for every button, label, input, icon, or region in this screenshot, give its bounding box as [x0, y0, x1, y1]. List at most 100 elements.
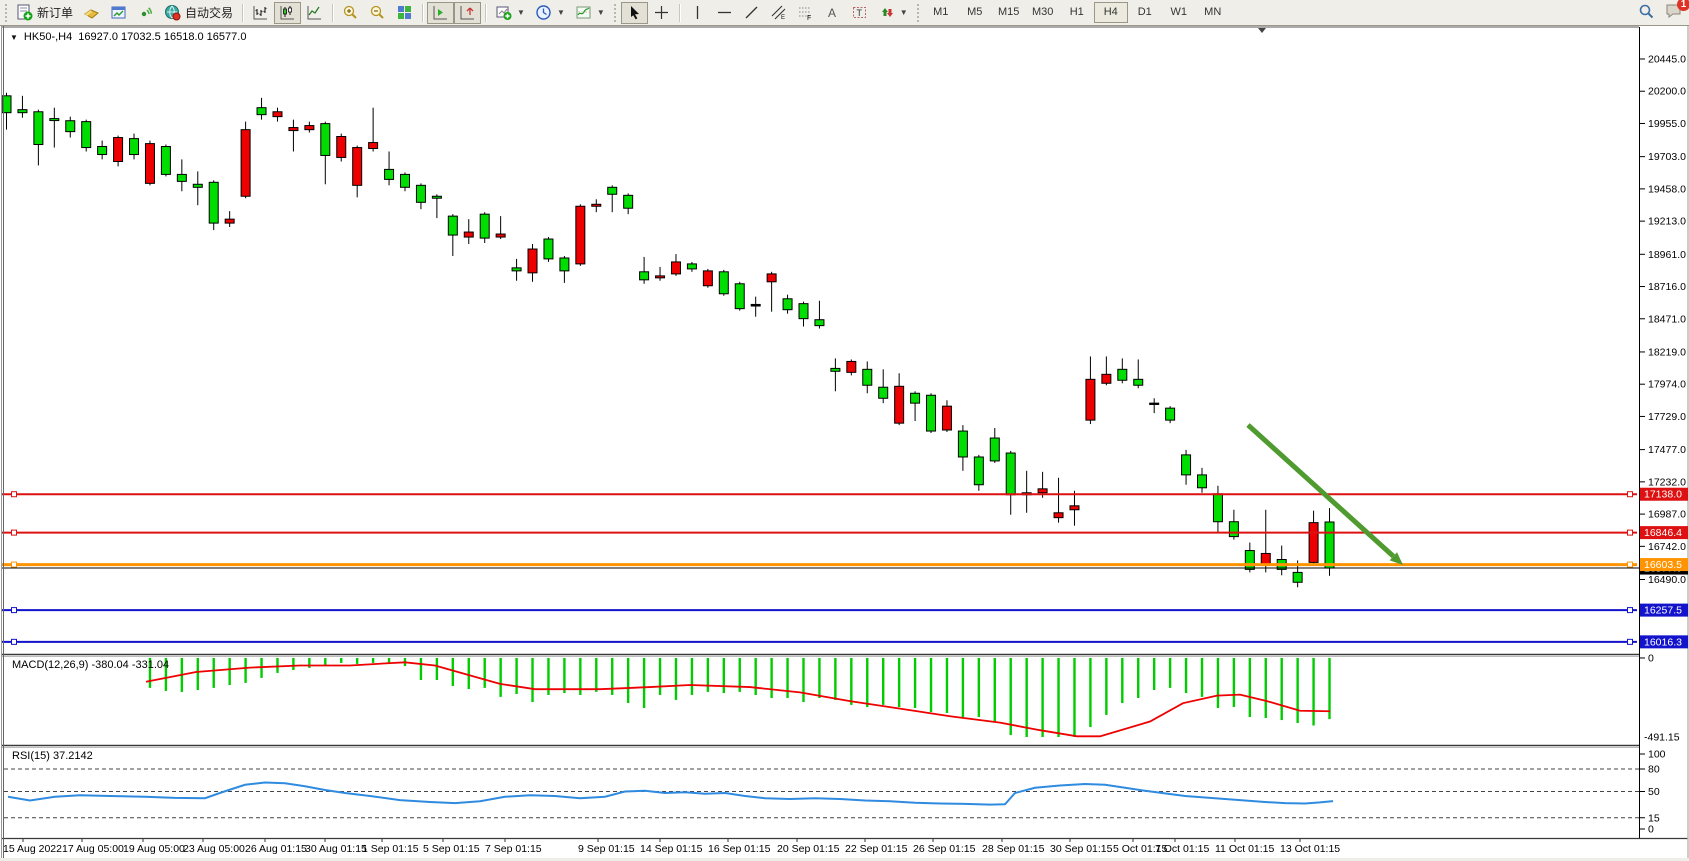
- candle-body: [878, 386, 889, 399]
- timeframe-group: M1 M5 M15 M30 H1 H4 D1 W1 MN: [924, 2, 1230, 23]
- crosshair-tool-button[interactable]: [648, 2, 675, 24]
- timeframe-D1[interactable]: D1: [1137, 6, 1152, 18]
- tile-windows-icon: [398, 6, 412, 19]
- trendline-tool[interactable]: [738, 2, 765, 24]
- candlestick-chart-button[interactable]: [274, 1, 302, 24]
- price-tick-label: 16742.0: [1648, 541, 1686, 553]
- horizontal-line-tool[interactable]: [711, 2, 738, 24]
- candle-body: [256, 107, 267, 116]
- chart-shift-button[interactable]: [427, 1, 455, 24]
- charts-window-button[interactable]: [105, 2, 132, 24]
- candle-body: [766, 273, 777, 283]
- svg-text:T: T: [856, 8, 862, 18]
- search-icon[interactable]: [1638, 3, 1655, 20]
- price-tick-label: 19458.0: [1648, 183, 1686, 195]
- zoom-in-button[interactable]: [337, 2, 364, 24]
- symbol-period-label: HK50-,H4: [23, 31, 73, 43]
- hline-handle[interactable]: [11, 638, 17, 645]
- periods-button[interactable]: ▼: [530, 2, 570, 24]
- candle-body: [176, 173, 187, 182]
- timeframe-M30[interactable]: M30: [1032, 6, 1054, 18]
- notifications-button[interactable]: 1: [1665, 0, 1689, 20]
- line-chart-icon: [307, 6, 322, 20]
- candle-body: [1037, 488, 1048, 494]
- signal-button[interactable]: [132, 2, 159, 24]
- candle-body: [431, 195, 442, 199]
- text-icon: A: [828, 6, 836, 20]
- hline-handle[interactable]: [11, 491, 17, 498]
- new-chart-button[interactable]: ▼: [490, 2, 530, 24]
- timeframe-M15[interactable]: M15: [998, 6, 1020, 18]
- toolbar-right: 1: [1638, 0, 1689, 20]
- indicators-button[interactable]: ▼: [570, 2, 610, 24]
- bar-chart-button[interactable]: [247, 2, 274, 24]
- rsi-level-label: 15: [1648, 812, 1660, 824]
- trend-arrow-head[interactable]: [1389, 552, 1403, 565]
- hline-handle[interactable]: [11, 529, 17, 536]
- hline-handle[interactable]: [1627, 491, 1633, 498]
- candle-body: [607, 186, 618, 195]
- toolbar-grip[interactable]: [612, 3, 618, 22]
- toolbar-grip[interactable]: [3, 3, 8, 22]
- hline-handle[interactable]: [11, 607, 17, 614]
- rsi-indicator-label: RSI(15) 37.2142: [12, 750, 93, 762]
- hline-handle[interactable]: [1627, 638, 1633, 645]
- candle-body: [17, 109, 28, 114]
- cursor-tool-button[interactable]: [620, 1, 648, 24]
- time-axis-label: 15 Aug 2022: [3, 843, 62, 855]
- candle-body: [1181, 454, 1192, 476]
- market-watch-button[interactable]: [78, 2, 105, 24]
- timeframe-M1[interactable]: M1: [933, 6, 949, 18]
- time-axis-label: 5 Oct 01:15: [1113, 843, 1167, 855]
- equidistant-channel-tool[interactable]: E: [765, 2, 792, 24]
- candle-body: [160, 146, 171, 175]
- auto-trading-button[interactable]: 自动交易: [159, 2, 238, 24]
- candle-body: [543, 238, 554, 260]
- candle-body: [989, 437, 1000, 462]
- chart-title-collapse-icon[interactable]: ▼: [10, 32, 18, 42]
- fibonacci-tool[interactable]: F: [792, 2, 819, 24]
- timeframe-W1[interactable]: W1: [1170, 6, 1187, 18]
- candle-body: [894, 385, 905, 424]
- cursor-icon: [630, 6, 639, 20]
- arrows-tool[interactable]: ▼: [873, 2, 913, 24]
- hline-handle[interactable]: [1627, 561, 1633, 568]
- indicators-icon: [576, 6, 591, 19]
- text-tool[interactable]: A: [819, 2, 846, 24]
- main-toolbar: 新订单 自动交易: [0, 0, 1689, 26]
- tile-windows-button[interactable]: [391, 2, 418, 24]
- hline-handle[interactable]: [11, 561, 17, 568]
- chart-canvas[interactable]: 20445.0 20200.0 19955.0 19703.0 19458.0 19213…: [0, 26, 1689, 861]
- timeframe-H1[interactable]: H1: [1069, 6, 1084, 18]
- candle-body: [1308, 522, 1319, 563]
- hline-handle[interactable]: [1627, 607, 1633, 614]
- trend-arrow[interactable]: [1246, 423, 1396, 559]
- hline-handle[interactable]: [1627, 529, 1633, 536]
- candle-body: [1069, 505, 1080, 511]
- toolbar-grip[interactable]: [915, 3, 921, 22]
- price-badge: [1640, 558, 1688, 572]
- auto-scroll-button[interactable]: [454, 1, 482, 24]
- time-axis-label: 23 Aug 05:00: [183, 843, 245, 855]
- timeframe-H4[interactable]: H4: [1093, 2, 1128, 23]
- macd-min-label: -491.15: [1644, 731, 1680, 743]
- ohlc-label: 16927.0 17032.5 16518.0 16577.0: [78, 31, 247, 43]
- candle-body: [336, 136, 347, 158]
- rsi-level-label: 100: [1648, 749, 1666, 761]
- zoom-out-button[interactable]: [364, 2, 391, 24]
- text-label-tool[interactable]: T: [846, 2, 873, 24]
- candle-body: [670, 261, 681, 275]
- vertical-line-tool[interactable]: [684, 2, 711, 24]
- timeframe-M5[interactable]: M5: [967, 6, 983, 18]
- candle-body: [1133, 378, 1144, 386]
- new-order-button[interactable]: 新订单: [11, 2, 78, 24]
- chart-area[interactable]: 20445.0 20200.0 19955.0 19703.0 19458.0 19213…: [0, 26, 1689, 861]
- timeframe-MN[interactable]: MN: [1204, 6, 1222, 18]
- gold-box-icon: [84, 9, 99, 19]
- candle-body: [1053, 512, 1064, 519]
- candle-body: [798, 303, 809, 320]
- line-chart-button[interactable]: [301, 2, 328, 24]
- candle-body: [910, 392, 921, 404]
- price-badge: [1640, 635, 1688, 649]
- candle-body: [240, 129, 251, 197]
